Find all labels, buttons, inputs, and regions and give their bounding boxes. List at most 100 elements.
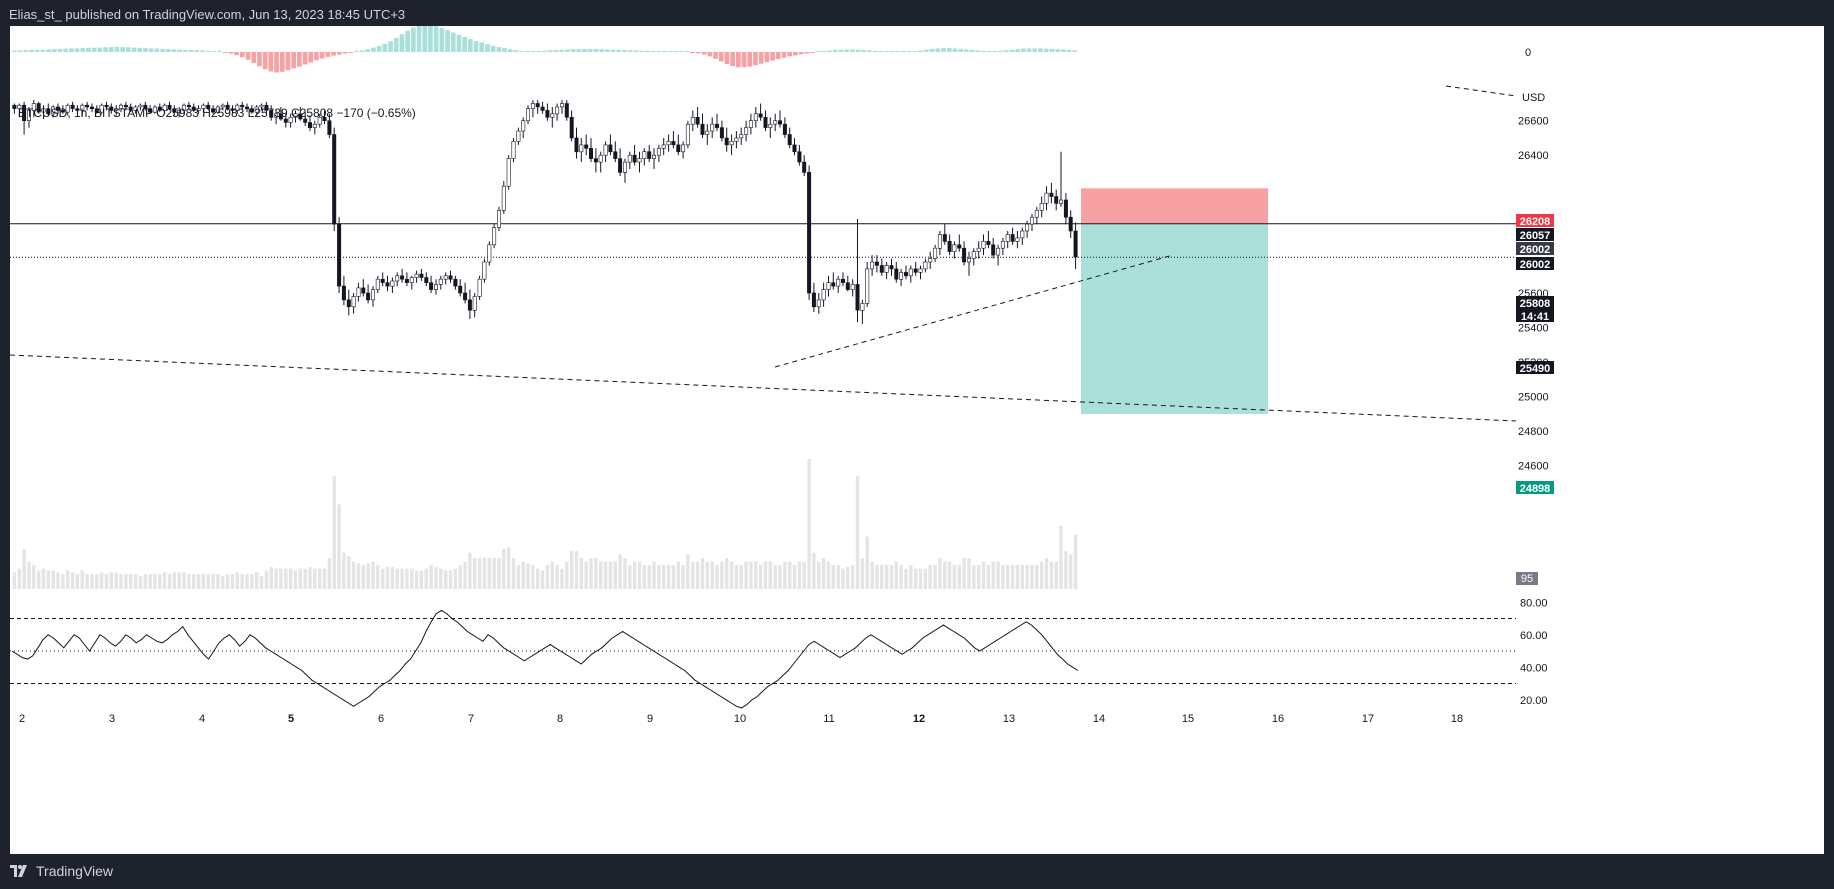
candle-body	[758, 113, 763, 118]
time-tick-label: 11	[823, 713, 834, 725]
volume-bar	[448, 570, 453, 589]
candle	[245, 103, 250, 113]
candle	[186, 101, 191, 111]
candle	[700, 113, 705, 138]
volume-bar	[138, 575, 143, 589]
candle	[618, 148, 623, 176]
currency-label: USD	[1522, 92, 1545, 104]
candle-body	[12, 104, 17, 109]
candle-body	[618, 158, 623, 173]
candle-body	[685, 123, 690, 146]
oscillator-bar	[291, 52, 296, 69]
candle-body	[521, 120, 526, 132]
oscillator-bar	[393, 38, 399, 52]
candle	[913, 262, 918, 276]
candle-body	[240, 104, 245, 108]
volume-bar	[1001, 565, 1005, 589]
oscillator-bar	[468, 39, 473, 52]
candle	[1000, 237, 1005, 256]
candle	[787, 127, 792, 149]
oscillator-bar	[126, 47, 131, 52]
volume-bar	[119, 574, 123, 589]
candle-body	[584, 144, 589, 149]
candle-body	[433, 284, 438, 290]
tradingview-brand[interactable]: TradingView	[10, 863, 113, 879]
oscillator-bar	[838, 49, 844, 52]
volume-bar	[429, 565, 433, 589]
oscillator-bar	[832, 49, 838, 52]
volume-bar	[807, 459, 811, 589]
candle	[598, 151, 603, 173]
oscillator-bar	[86, 47, 91, 52]
oscillator-bar	[354, 51, 359, 52]
candle-body	[1010, 234, 1015, 242]
candle	[976, 241, 981, 259]
oscillator-bar	[587, 48, 593, 52]
oscillator-bar	[798, 52, 804, 55]
candle-body	[661, 144, 666, 149]
candle-body	[695, 117, 700, 125]
candle-body	[855, 284, 860, 311]
volume-bar	[56, 572, 60, 589]
candle-body	[55, 106, 60, 111]
candle	[588, 138, 593, 163]
candle	[370, 286, 375, 307]
oscillator-zero-label: 0	[1525, 47, 1531, 59]
candle-body	[254, 106, 259, 113]
price-label-text: 25808	[1520, 298, 1551, 310]
time-tick-label: 8	[557, 713, 563, 725]
oscillator-bar	[741, 52, 747, 68]
volume-bar	[603, 561, 608, 589]
volume-bar	[831, 565, 835, 589]
oscillator-bar	[1066, 49, 1072, 52]
oscillator-bar	[336, 52, 342, 55]
volume-bar	[846, 566, 850, 589]
volume-bar	[507, 547, 511, 589]
candle-body	[933, 247, 938, 259]
candle	[758, 103, 763, 121]
volume-bar	[681, 565, 685, 589]
candle	[637, 151, 642, 173]
volume-bar	[623, 558, 627, 589]
oscillator-bar	[644, 50, 650, 52]
candle	[971, 248, 976, 266]
candle	[361, 279, 366, 297]
volume-bar	[114, 572, 118, 589]
volume-bar	[230, 574, 235, 589]
candle	[201, 103, 206, 113]
price-label-text: 14:41	[1521, 311, 1549, 323]
candle-body	[962, 247, 967, 263]
candle-body	[429, 282, 434, 290]
oscillator-bar	[707, 52, 713, 57]
volume-bar	[594, 558, 598, 589]
volume-bar	[826, 561, 831, 589]
oscillator-bar	[827, 50, 832, 52]
oscillator-bar	[907, 51, 912, 52]
candle-body	[966, 258, 971, 263]
oscillator-bar	[530, 51, 536, 52]
oscillator-bar	[547, 50, 553, 52]
candle-body	[1020, 230, 1025, 239]
candle-body	[356, 287, 361, 297]
volume-bar	[957, 565, 961, 589]
oscillator-bar	[884, 51, 889, 52]
candle	[341, 275, 346, 306]
candle	[259, 103, 264, 111]
candle	[1020, 227, 1025, 245]
volume-bar	[1035, 565, 1039, 589]
candle-body	[787, 134, 792, 146]
volume-bar	[511, 558, 516, 589]
chart-canvas[interactable]: 0 24600248002500025200254002560026400266…	[9, 24, 1824, 854]
take-profit-zone	[1081, 223, 1268, 414]
candle	[550, 107, 555, 128]
volume-bar	[671, 565, 676, 589]
price-label-box	[1516, 309, 1554, 322]
volume-bar	[817, 561, 821, 589]
volume-bar	[327, 558, 332, 589]
volume-bar	[192, 574, 196, 589]
volume-bar	[75, 574, 80, 589]
candle	[870, 255, 875, 276]
volume-label-text: 95	[1521, 573, 1533, 585]
price-axis: 2460024800250002520025400256002640026600…	[1516, 92, 1554, 707]
candle-body	[375, 278, 380, 290]
